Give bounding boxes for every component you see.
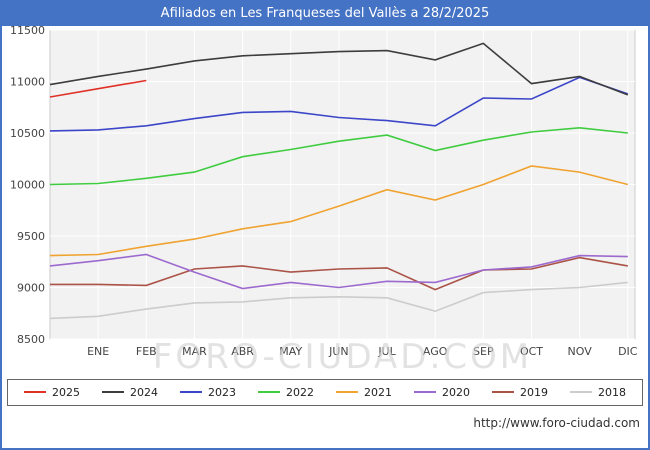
x-tick-label: OCT bbox=[520, 345, 543, 358]
legend-item-2025: 2025 bbox=[24, 386, 80, 399]
legend-label: 2020 bbox=[442, 385, 470, 399]
legend-swatch bbox=[492, 391, 514, 393]
y-tick-label: 11000 bbox=[10, 76, 45, 89]
footer: http://www.foro-ciudad.com bbox=[2, 416, 648, 430]
legend: 2025 2024 2023 2022 2021 2020 2019 2018 bbox=[7, 378, 643, 406]
legend-swatch bbox=[336, 391, 358, 393]
legend-swatch bbox=[180, 391, 202, 393]
y-tick-label: 9500 bbox=[17, 230, 45, 243]
legend-item-2018: 2018 bbox=[570, 386, 626, 399]
page-title: Afiliados en Les Franqueses del Vallès a… bbox=[160, 6, 490, 21]
series-2018-line bbox=[49, 281, 628, 320]
x-tick-label: JUN bbox=[328, 345, 349, 358]
x-tick-label: FEB bbox=[136, 345, 157, 358]
y-tick-label: 10000 bbox=[10, 179, 45, 192]
title-bar: Afiliados en Les Franqueses del Vallès a… bbox=[2, 2, 648, 26]
legend-item-2022: 2022 bbox=[258, 386, 314, 399]
legend-label: 2023 bbox=[208, 385, 236, 399]
series-2023-line bbox=[49, 76, 629, 132]
series-2024-line bbox=[49, 42, 629, 96]
y-tick-label: 10500 bbox=[10, 127, 45, 140]
legend-label: 2022 bbox=[286, 385, 314, 399]
legend-swatch bbox=[258, 391, 280, 393]
x-tick-label: MAY bbox=[279, 345, 302, 358]
legend-label: 2024 bbox=[130, 385, 158, 399]
series-2020-line bbox=[49, 253, 628, 290]
x-tick-label: NOV bbox=[568, 345, 593, 358]
footer-link[interactable]: http://www.foro-ciudad.com bbox=[473, 415, 640, 430]
x-tick-label: MAR bbox=[182, 345, 207, 358]
line-chart: 8500 9000 9500 10000 10500 11000 11500 ENE FEB MA… bbox=[10, 26, 638, 376]
legend-swatch bbox=[570, 391, 592, 393]
series-2025-line bbox=[49, 79, 147, 98]
legend-swatch bbox=[24, 391, 46, 393]
legend-swatch bbox=[414, 391, 436, 393]
legend-label: 2019 bbox=[520, 385, 548, 399]
legend-item-2021: 2021 bbox=[336, 386, 392, 399]
y-tick-label: 8500 bbox=[17, 333, 45, 346]
x-tick-label: ABR bbox=[231, 345, 254, 358]
x-tick-label: ENE bbox=[87, 345, 109, 358]
y-tick-label: 9000 bbox=[17, 282, 45, 295]
x-tick-label: SEP bbox=[473, 345, 494, 358]
legend-item-2019: 2019 bbox=[492, 386, 548, 399]
y-tick-label: 11500 bbox=[10, 26, 45, 37]
legend-item-2023: 2023 bbox=[180, 386, 236, 399]
legend-label: 2021 bbox=[364, 385, 392, 399]
series-2019-line bbox=[50, 256, 628, 291]
series-2021-line bbox=[49, 165, 628, 257]
watermark: FORO-CIUDAD.COM bbox=[153, 337, 532, 376]
legend-item-2024: 2024 bbox=[102, 386, 158, 399]
legend-item-2020: 2020 bbox=[414, 386, 470, 399]
x-tick-label: DIC bbox=[618, 345, 638, 358]
legend-label: 2025 bbox=[52, 385, 80, 399]
x-tick-label: AGO bbox=[423, 345, 448, 358]
legend-wrap: 2025 2024 2023 2022 2021 2020 2019 2018 bbox=[2, 378, 648, 406]
legend-swatch bbox=[102, 391, 124, 393]
x-tick-label: JUL bbox=[377, 345, 396, 358]
legend-label: 2018 bbox=[598, 385, 626, 399]
series-2022-line bbox=[49, 126, 628, 186]
